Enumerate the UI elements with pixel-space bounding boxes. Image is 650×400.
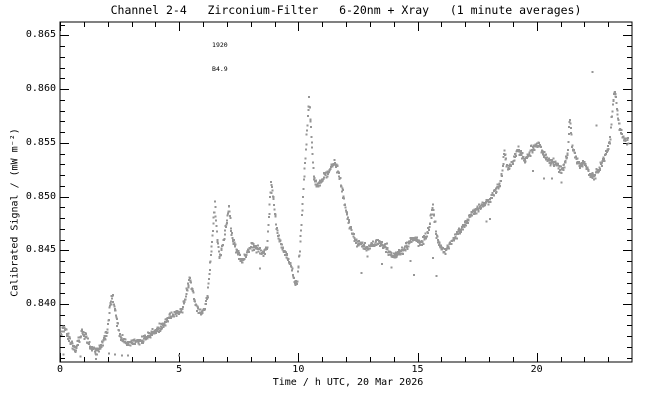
x-tick-label: 15 (411, 364, 424, 375)
y-axis-label: Calibrated Signal / (mW m⁻²) (9, 128, 21, 297)
x-tick-label: 10 (292, 364, 305, 375)
data-points-scatter (60, 71, 630, 360)
tick-marks (60, 22, 632, 362)
y-tick-label: 0.840 (25, 297, 56, 309)
y-tick-label: 0.850 (25, 190, 56, 202)
y-tick-label: 0.855 (25, 136, 56, 148)
chart-title: Channel 2-4 Zirconium-Filter 6-20nm + Xr… (110, 3, 582, 17)
flare-annotation-time: 1920 (212, 40, 228, 49)
flare-annotation-class: B4.9 (212, 64, 228, 73)
y-tick-label: 0.865 (25, 29, 56, 41)
axis-frame (59, 21, 633, 363)
flare-annotation: 1920 B4.9 (212, 25, 228, 89)
x-tick-label: 5 (176, 364, 183, 375)
y-tick-label: 0.860 (25, 83, 56, 95)
x-tick-label: 20 (530, 364, 543, 375)
y-tick-label: 0.845 (25, 244, 56, 256)
x-tick-label: 0 (56, 364, 64, 375)
x-axis-label: Time / h UTC, 20 Mar 2026 (272, 377, 424, 388)
